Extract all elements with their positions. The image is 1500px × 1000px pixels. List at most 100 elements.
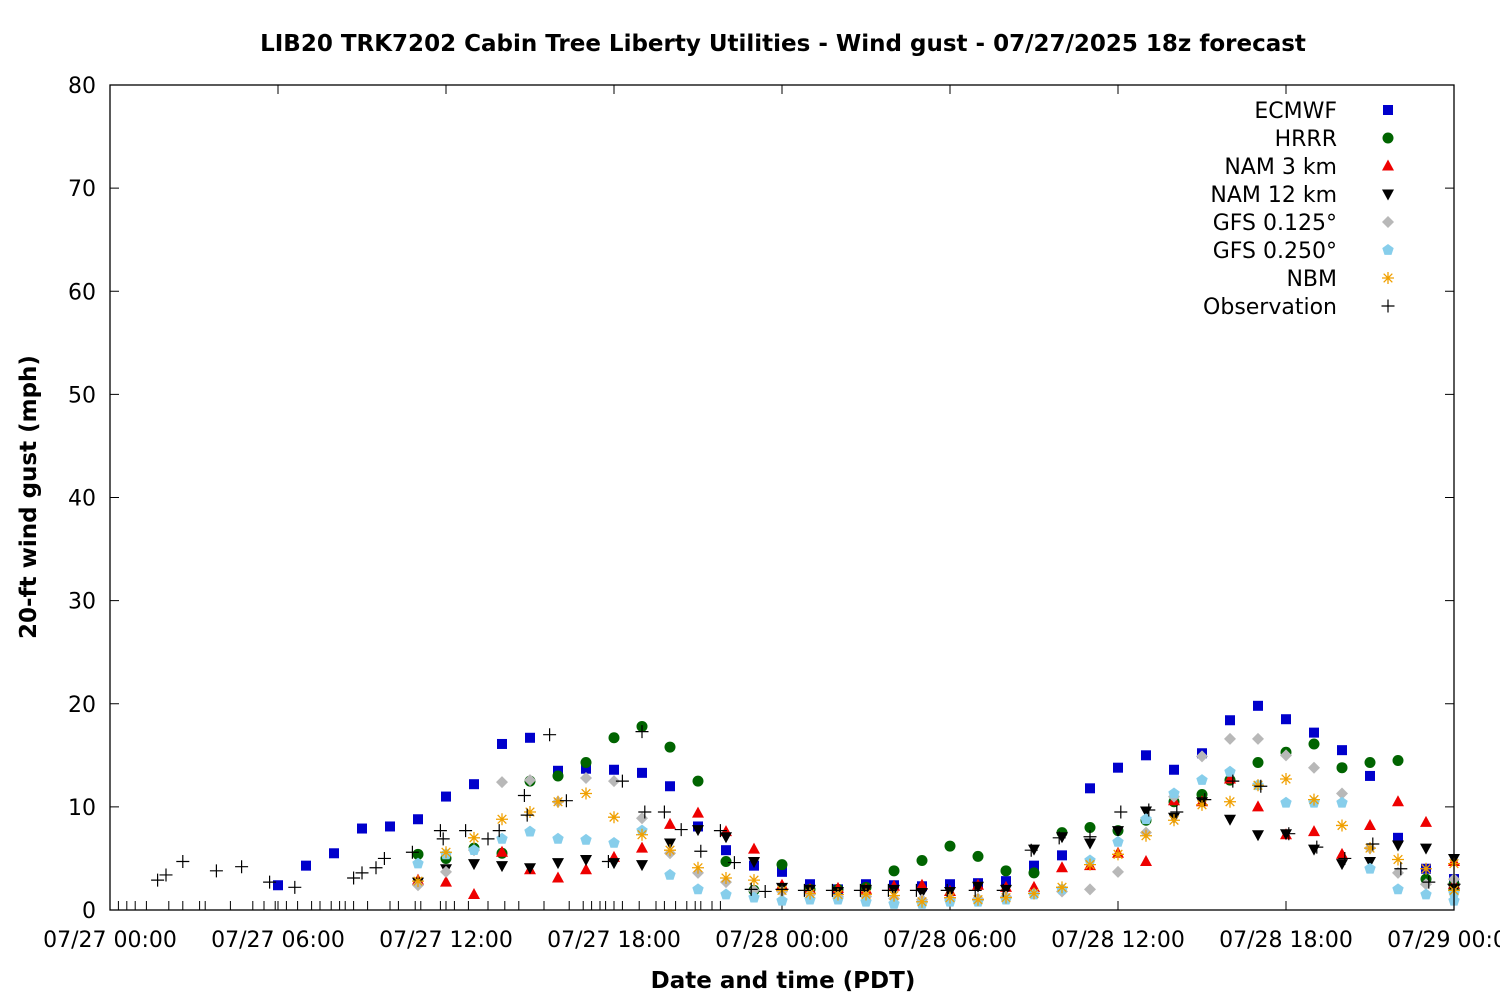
point-nbm bbox=[888, 889, 900, 902]
point-nam-3-km bbox=[580, 863, 592, 875]
point-gfs-0-125 bbox=[1084, 883, 1096, 896]
point-observation bbox=[1226, 774, 1240, 788]
point-gfs-0-250 bbox=[720, 888, 732, 900]
point-gfs-0-125 bbox=[496, 776, 508, 789]
x-tick-label: 07/27 06:00 bbox=[211, 928, 345, 953]
point-nam-3-km bbox=[916, 878, 928, 890]
point-gfs-0-250 bbox=[1140, 813, 1152, 825]
point-observation bbox=[459, 824, 473, 838]
point-observation bbox=[694, 844, 708, 858]
point-nbm bbox=[636, 828, 648, 841]
point-ecmwf bbox=[1393, 832, 1403, 843]
point-observation bbox=[347, 871, 361, 885]
x-tick-label: 07/28 06:00 bbox=[883, 928, 1017, 953]
legend-label: GFS 0.125° bbox=[1213, 211, 1337, 236]
point-observation bbox=[635, 725, 649, 739]
point-nam-3-km bbox=[692, 806, 704, 818]
legend-marker bbox=[1382, 244, 1394, 255]
point-observation bbox=[176, 855, 190, 869]
point-gfs-0-125 bbox=[1336, 787, 1348, 800]
y-tick-label: 0 bbox=[82, 899, 96, 924]
point-nbm bbox=[1392, 853, 1404, 866]
point-observation bbox=[758, 884, 772, 898]
point-nbm bbox=[468, 831, 480, 844]
point-observation bbox=[674, 823, 688, 837]
x-tick-label: 07/27 18:00 bbox=[547, 928, 681, 953]
x-tick-label: 07/28 18:00 bbox=[1219, 928, 1353, 953]
point-nam-3-km bbox=[1308, 825, 1320, 837]
point-observation bbox=[1338, 851, 1352, 865]
point-gfs-0-125 bbox=[636, 812, 648, 825]
x-axis-label: Date and time (PDT) bbox=[651, 968, 916, 994]
point-observation bbox=[369, 861, 383, 875]
point-ecmwf bbox=[469, 779, 479, 790]
point-nam-3-km bbox=[664, 817, 676, 829]
point-nbm bbox=[552, 795, 564, 808]
point-nbm bbox=[580, 787, 592, 800]
legend-label: NAM 3 km bbox=[1224, 155, 1337, 180]
point-gfs-0-250 bbox=[664, 868, 676, 880]
point-ecmwf bbox=[301, 860, 311, 871]
x-tick-label: 07/28 00:00 bbox=[715, 928, 849, 953]
point-ecmwf bbox=[637, 767, 647, 778]
x-tick-label: 07/27 00:00 bbox=[43, 928, 177, 953]
point-nbm bbox=[860, 888, 872, 901]
y-tick-label: 30 bbox=[68, 590, 96, 615]
series-nam-12-km bbox=[412, 797, 1460, 899]
point-observation bbox=[1254, 779, 1268, 793]
point-nbm bbox=[1364, 842, 1376, 855]
point-nam-12-km bbox=[692, 825, 704, 837]
point-observation bbox=[615, 774, 629, 788]
point-nam-12-km bbox=[720, 832, 732, 844]
point-gfs-0-250 bbox=[524, 825, 536, 837]
point-observation bbox=[1366, 837, 1380, 851]
point-ecmwf bbox=[1309, 727, 1319, 738]
point-nbm bbox=[1112, 848, 1124, 861]
point-observation bbox=[713, 824, 727, 838]
legend-label: ECMWF bbox=[1254, 99, 1337, 124]
point-nam-12-km bbox=[1112, 826, 1124, 838]
point-hrrr bbox=[552, 770, 564, 782]
point-nam-12-km bbox=[1392, 840, 1404, 852]
point-nam-3-km bbox=[1140, 855, 1152, 867]
series-gfs-0-250 bbox=[412, 765, 1460, 909]
point-gfs-0-125 bbox=[1224, 732, 1236, 745]
point-observation bbox=[151, 873, 165, 887]
point-ecmwf bbox=[441, 791, 451, 802]
point-observation bbox=[727, 856, 741, 870]
point-ecmwf bbox=[1057, 850, 1067, 861]
legend-marker bbox=[1382, 189, 1394, 201]
point-nbm bbox=[1028, 887, 1040, 900]
legend-label: Observation bbox=[1203, 295, 1337, 320]
series-gfs-0-125 bbox=[412, 732, 1460, 906]
point-nam-3-km bbox=[1420, 815, 1432, 827]
point-gfs-0-250 bbox=[552, 832, 564, 844]
point-observation bbox=[235, 860, 249, 874]
point-nbm bbox=[944, 891, 956, 904]
data-points bbox=[151, 700, 1461, 909]
point-observation bbox=[775, 882, 789, 896]
point-observation bbox=[209, 864, 223, 878]
point-observation bbox=[1198, 793, 1212, 807]
point-hrrr bbox=[1364, 757, 1376, 769]
point-observation bbox=[825, 883, 839, 897]
point-nam-12-km bbox=[748, 857, 760, 869]
point-gfs-0-250 bbox=[1112, 835, 1124, 847]
point-observation bbox=[1114, 805, 1128, 819]
point-gfs-0-125 bbox=[580, 772, 592, 784]
point-nbm bbox=[1168, 814, 1180, 827]
point-ecmwf bbox=[525, 732, 535, 743]
point-observation bbox=[481, 832, 495, 846]
point-observation bbox=[744, 882, 758, 896]
point-nam-3-km bbox=[552, 871, 564, 883]
point-ecmwf bbox=[1225, 715, 1235, 726]
legend-marker bbox=[1381, 299, 1395, 313]
point-ecmwf bbox=[1113, 762, 1123, 773]
y-tick-label: 50 bbox=[68, 383, 96, 408]
y-axis-label: 20-ft wind gust (mph) bbox=[16, 355, 42, 639]
point-observation bbox=[601, 855, 615, 869]
point-gfs-0-125 bbox=[1280, 749, 1292, 762]
point-hrrr bbox=[888, 865, 900, 877]
point-nam-12-km bbox=[496, 861, 508, 873]
point-nbm bbox=[1252, 779, 1264, 792]
